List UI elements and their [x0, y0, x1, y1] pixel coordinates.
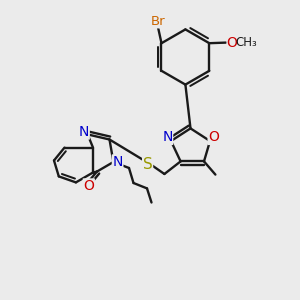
Text: CH₃: CH₃ — [235, 36, 257, 49]
Text: N: N — [162, 130, 172, 144]
Text: N: N — [112, 155, 123, 169]
Text: O: O — [83, 179, 94, 193]
Text: O: O — [208, 130, 219, 144]
Text: O: O — [227, 36, 238, 50]
Text: S: S — [143, 157, 152, 172]
Text: Br: Br — [151, 15, 165, 28]
Text: N: N — [79, 125, 89, 139]
